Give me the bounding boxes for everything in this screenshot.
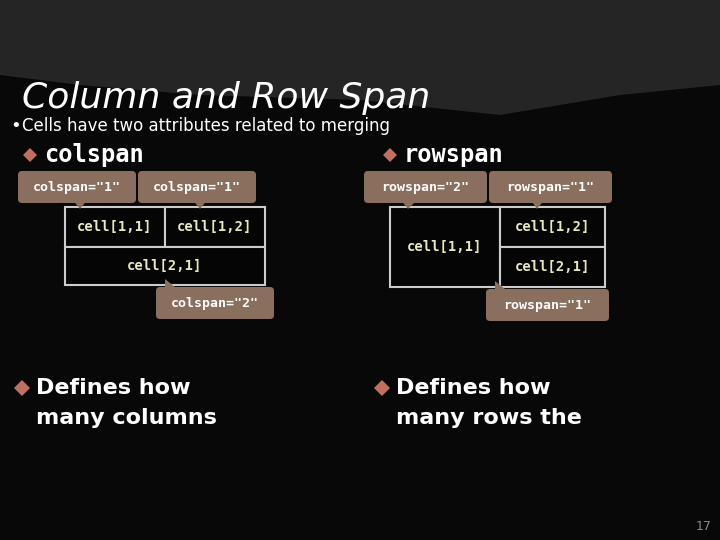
Polygon shape bbox=[383, 148, 397, 162]
Bar bbox=[165, 207, 265, 247]
Text: cell[2,1]: cell[2,1] bbox=[127, 259, 203, 273]
Text: Defines how: Defines how bbox=[36, 378, 191, 398]
FancyBboxPatch shape bbox=[18, 171, 136, 203]
Bar bbox=[390, 207, 500, 287]
Text: rowspan: rowspan bbox=[404, 143, 504, 167]
Polygon shape bbox=[14, 380, 30, 396]
Polygon shape bbox=[72, 199, 88, 209]
Text: •: • bbox=[10, 117, 21, 135]
FancyBboxPatch shape bbox=[486, 289, 609, 321]
Text: many columns: many columns bbox=[36, 408, 217, 428]
Bar bbox=[500, 247, 605, 287]
Text: Cells have two attributes related to merging: Cells have two attributes related to mer… bbox=[22, 117, 390, 135]
FancyBboxPatch shape bbox=[156, 287, 274, 319]
Text: cell[1,2]: cell[1,2] bbox=[515, 220, 590, 234]
Text: Column and Row Span: Column and Row Span bbox=[22, 81, 431, 115]
FancyBboxPatch shape bbox=[489, 171, 612, 203]
Text: cell[2,1]: cell[2,1] bbox=[515, 260, 590, 274]
Polygon shape bbox=[23, 148, 37, 162]
Bar bbox=[65, 207, 165, 247]
Polygon shape bbox=[400, 199, 418, 209]
FancyBboxPatch shape bbox=[138, 171, 256, 203]
Text: many rows the: many rows the bbox=[396, 408, 582, 428]
Text: colspan="2": colspan="2" bbox=[171, 296, 259, 309]
Bar bbox=[65, 247, 265, 285]
Text: cell[1,2]: cell[1,2] bbox=[177, 220, 253, 234]
Polygon shape bbox=[192, 199, 208, 209]
Text: cell[1,1]: cell[1,1] bbox=[77, 220, 153, 234]
Polygon shape bbox=[530, 199, 545, 209]
Text: rowspan="1": rowspan="1" bbox=[506, 180, 595, 193]
Text: colspan="1": colspan="1" bbox=[153, 180, 241, 193]
Polygon shape bbox=[0, 0, 720, 115]
Bar bbox=[500, 207, 605, 247]
Text: colspan="1": colspan="1" bbox=[33, 180, 121, 193]
Text: rowspan="2": rowspan="2" bbox=[382, 180, 469, 193]
Text: rowspan="1": rowspan="1" bbox=[503, 299, 592, 312]
Polygon shape bbox=[165, 279, 180, 291]
Text: colspan: colspan bbox=[44, 143, 144, 167]
Text: Defines how: Defines how bbox=[396, 378, 551, 398]
Text: 17: 17 bbox=[696, 520, 712, 533]
Polygon shape bbox=[495, 281, 510, 293]
FancyBboxPatch shape bbox=[364, 171, 487, 203]
Text: cell[1,1]: cell[1,1] bbox=[408, 240, 482, 254]
Polygon shape bbox=[374, 380, 390, 396]
